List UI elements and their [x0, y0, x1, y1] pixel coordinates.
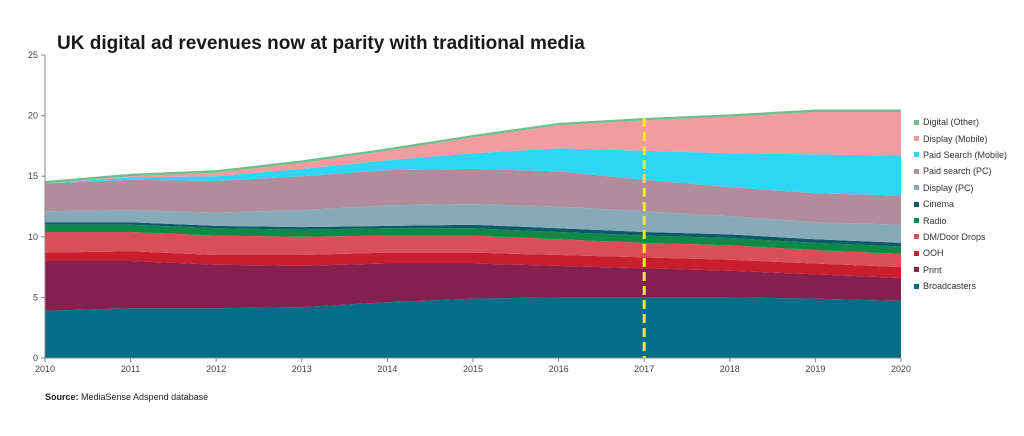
chart-legend: Digital (Other) Display (Mobile) Paid Sear…	[914, 114, 1007, 294]
legend-label: Paid Search (Mobile)	[923, 149, 1008, 160]
x-tick-label: 2016	[549, 364, 569, 374]
x-tick-label: 2019	[805, 364, 825, 374]
x-tick-label: 2014	[377, 364, 397, 374]
x-tick-label: 2013	[292, 364, 312, 374]
area-cinema	[45, 222, 901, 247]
area-radio	[45, 224, 901, 254]
area-display-pc	[45, 204, 901, 243]
x-tick-label: 2011	[121, 364, 140, 374]
legend-label: Cinema	[923, 199, 955, 210]
x-tick-label: 2012	[206, 364, 226, 374]
legend-swatch	[914, 136, 919, 142]
legend-swatch	[914, 168, 919, 174]
x-tick-label: 2017	[634, 364, 654, 374]
legend-swatch	[914, 234, 919, 240]
x-tick-label: 2015	[463, 364, 483, 374]
legend-item-digital-other: Digital (Other)	[914, 114, 1007, 130]
legend-swatch	[914, 119, 919, 125]
legend-label: Broadcasters	[923, 281, 977, 292]
y-tick-label: 5	[33, 292, 38, 302]
legend-swatch	[914, 201, 919, 207]
x-tick-label: 2020	[891, 364, 911, 374]
chart-title: UK digital ad revenues now at parity wit…	[57, 33, 585, 54]
y-tick-label: 0	[33, 353, 38, 363]
source-text: MediaSense Adspend database	[78, 392, 209, 402]
legend-swatch	[914, 152, 919, 158]
area-dm-door-drops	[45, 232, 901, 268]
legend-label: OOH	[923, 248, 944, 259]
legend-swatch	[914, 218, 919, 224]
y-tick-label: 15	[28, 171, 38, 181]
y-tick-label: 25	[28, 50, 38, 60]
legend-item-radio: Radio	[914, 212, 1007, 228]
area-ooh	[45, 251, 901, 278]
legend-swatch	[914, 267, 919, 273]
legend-item-dm-door-drops: DM/Door Drops	[914, 229, 1007, 245]
legend-swatch	[914, 283, 919, 289]
area-display-mobile	[45, 112, 901, 184]
legend-item-display-mobile: Display (Mobile)	[914, 130, 1007, 146]
area-paid-search-pc	[45, 168, 901, 225]
legend-label: Digital (Other)	[923, 117, 980, 128]
area-print	[45, 261, 901, 311]
legend-label: Radio	[923, 215, 947, 226]
source-label: Source:	[45, 392, 79, 402]
legend-item-ooh: OOH	[914, 245, 1007, 261]
y-tick-label: 10	[28, 232, 38, 242]
area-series-group	[45, 109, 901, 358]
legend-label: Print	[923, 264, 942, 275]
legend-item-display-pc: Display (PC)	[914, 180, 1007, 196]
area-digital-other	[45, 109, 901, 184]
legend-label: Paid search (PC)	[923, 166, 992, 177]
y-tick-label: 20	[28, 111, 38, 121]
area-paid-search-mobile	[45, 148, 901, 196]
legend-item-paid-search-mobile: Paid Search (Mobile)	[914, 147, 1007, 163]
legend-swatch	[914, 250, 919, 256]
source-note: Source: MediaSense Adspend database	[45, 392, 208, 402]
area-broadcasters	[45, 297, 901, 358]
legend-label: Display (Mobile)	[923, 133, 988, 144]
legend-swatch	[914, 185, 919, 191]
legend-label: Display (PC)	[923, 182, 974, 193]
legend-item-cinema: Cinema	[914, 196, 1007, 212]
legend-label: DM/Door Drops	[923, 231, 986, 242]
legend-item-paid-search-pc: Paid search (PC)	[914, 163, 1007, 179]
legend-item-print: Print	[914, 262, 1007, 278]
legend-item-broadcasters: Broadcasters	[914, 278, 1007, 294]
x-tick-label: 2018	[720, 364, 740, 374]
x-tick-label: 2010	[35, 364, 55, 374]
